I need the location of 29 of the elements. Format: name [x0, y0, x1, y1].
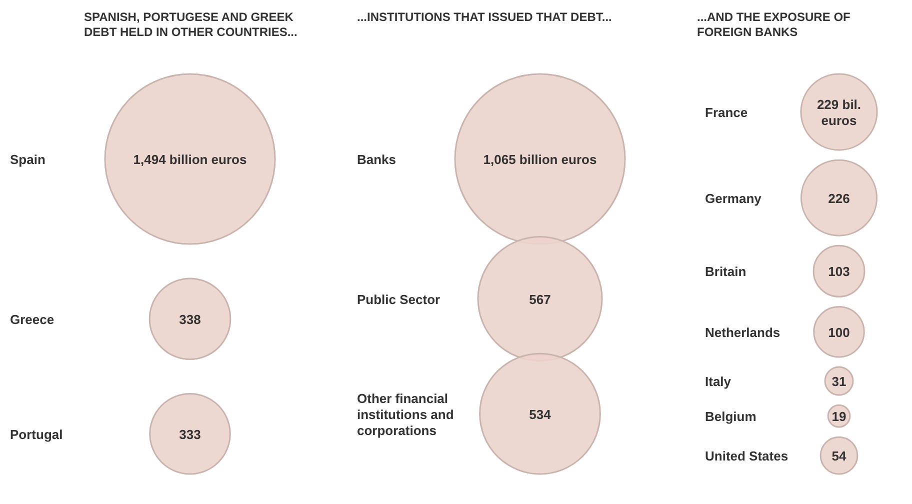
data-label: 54 — [832, 448, 847, 464]
category-label: Germany — [705, 190, 762, 206]
data-label: 333 — [179, 426, 201, 442]
data-label: 229 bil. euros — [816, 97, 862, 128]
data-label: 19 — [832, 409, 846, 424]
category-label: United States — [705, 448, 788, 464]
text: SPANISH, PORTUGESE AND GREEK DEBT HELD IN OTHER COUNTRIES... — [84, 10, 298, 41]
data-label: 534 — [529, 406, 552, 422]
data-label: 226 — [828, 190, 850, 206]
category-label: Belgium — [705, 409, 756, 424]
category-label: Public Sector — [357, 292, 440, 307]
category-label: Other financial institutions and corporations — [357, 390, 454, 438]
data-label: 31 — [832, 374, 846, 390]
data-label: 338 — [179, 312, 201, 327]
data-label: 567 — [529, 292, 551, 307]
data-label: 103 — [828, 264, 850, 280]
text: ...AND THE EXPOSURE OF FOREIGN BANKS — [697, 10, 852, 41]
category-label: Greece — [10, 312, 54, 327]
data-label: 1,065 billion euros — [483, 152, 597, 167]
text: ...INSTITUTIONS THAT ISSUED THAT DEBT... — [357, 10, 613, 26]
data-label: 1,494 billion euros — [133, 152, 247, 167]
category-label: France — [705, 105, 748, 120]
category-label: Banks — [357, 152, 396, 167]
category-label: Italy — [705, 374, 732, 390]
category-label: Netherlands — [705, 324, 780, 340]
category-label: Portugal — [10, 426, 63, 442]
data-label: 100 — [828, 324, 850, 340]
category-label: Spain — [10, 152, 46, 167]
category-label: Britain — [705, 264, 746, 280]
